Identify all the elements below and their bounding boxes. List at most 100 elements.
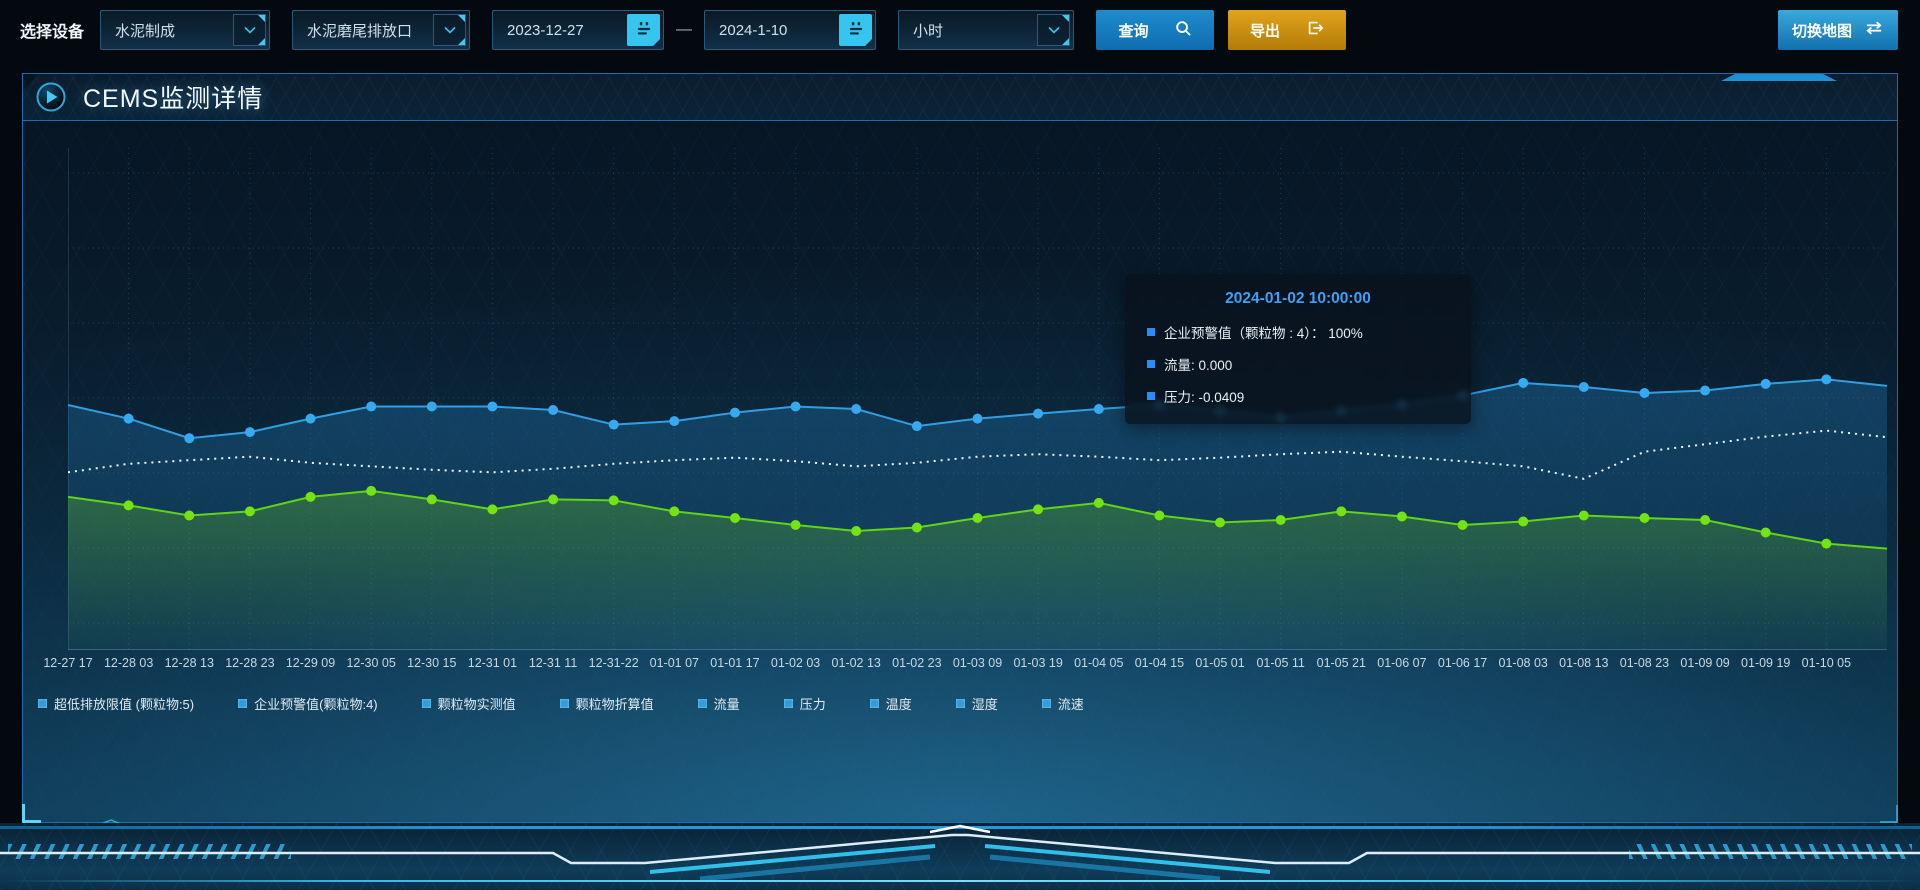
series-point[interactable] xyxy=(1639,388,1650,398)
legend-item[interactable]: 湿度 xyxy=(955,694,998,713)
series-point[interactable] xyxy=(730,513,740,523)
series-point[interactable] xyxy=(426,494,437,505)
legend-item-label: 压力 xyxy=(799,697,826,712)
x-axis-tick-label: 12-31 11 xyxy=(528,656,578,670)
tooltip-row: 压力: -0.0409 xyxy=(1147,386,1449,406)
series-point[interactable] xyxy=(244,427,255,438)
monitor-point-select[interactable]: 水泥磨尾排放口 xyxy=(292,10,471,50)
series-point[interactable] xyxy=(1578,382,1589,392)
series-point[interactable] xyxy=(1760,378,1771,389)
series-point[interactable] xyxy=(123,500,134,511)
series-point[interactable] xyxy=(851,404,862,414)
legend-item[interactable]: 压力 xyxy=(783,694,826,713)
series-point[interactable] xyxy=(1518,516,1529,527)
search-icon xyxy=(1175,20,1192,41)
series-point[interactable] xyxy=(426,401,437,412)
export-button[interactable]: 导出 xyxy=(1228,10,1347,50)
series-point[interactable] xyxy=(487,504,498,515)
series-point[interactable] xyxy=(1821,538,1832,549)
legend-item[interactable]: 企业预警值(颗粒物:4) xyxy=(238,694,378,713)
series-point[interactable] xyxy=(790,401,801,412)
device-type-select[interactable]: 水泥制成 xyxy=(100,10,271,50)
tooltip-rows: 企业预警值（颗粒物 : 4）： 100% 流量: 0.000 压力: -0.0409 xyxy=(1147,322,1449,406)
series-point[interactable] xyxy=(548,405,559,415)
chart-tooltip: 2024-01-02 10:00:00 企业预警值（颗粒物 : 4）： 100%… xyxy=(1125,274,1471,424)
series-point[interactable] xyxy=(1457,520,1468,530)
series-point[interactable] xyxy=(1093,404,1104,414)
legend-item[interactable]: 温度 xyxy=(869,694,912,713)
series-point[interactable] xyxy=(244,506,255,517)
series-point[interactable] xyxy=(608,495,619,506)
x-axis-tick-label: 12-30 05 xyxy=(346,656,396,670)
switch-map-button[interactable]: 切换地图 xyxy=(1778,10,1898,50)
legend-item[interactable]: 流量 xyxy=(697,694,740,713)
tooltip-row-text: 流量: 0.000 xyxy=(1164,358,1233,373)
x-axis-tick-label: 01-05 11 xyxy=(1256,656,1305,670)
series-point[interactable] xyxy=(305,491,316,502)
series-point[interactable] xyxy=(548,494,559,505)
series-point[interactable] xyxy=(1336,506,1347,517)
series-point[interactable] xyxy=(851,526,862,536)
calendar-icon[interactable] xyxy=(627,14,661,46)
query-button[interactable]: 查询 xyxy=(1096,10,1215,50)
x-axis-tick-label: 01-03 19 xyxy=(1013,656,1063,670)
cems-line-chart[interactable] xyxy=(68,148,1887,650)
x-axis-tick-label: 01-02 03 xyxy=(770,656,821,670)
series-point[interactable] xyxy=(1578,510,1589,521)
series-point[interactable] xyxy=(1215,517,1225,528)
interval-select[interactable]: 小时 xyxy=(898,10,1075,50)
end-date-input[interactable]: 2024-1-10 xyxy=(704,10,877,50)
series-point[interactable] xyxy=(911,522,922,533)
x-axis-tick-label: 01-05 01 xyxy=(1195,656,1245,670)
series-point[interactable] xyxy=(730,407,740,418)
series-point[interactable] xyxy=(1760,527,1771,538)
series-point[interactable] xyxy=(1093,497,1104,508)
legend-marker-icon xyxy=(1041,699,1051,708)
x-axis-tick-label: 12-28 13 xyxy=(164,656,214,670)
cems-detail-panel: CEMS监测详情 12-27 17 12-28 03 12-28 13 12-28 2… xyxy=(22,73,1898,833)
export-icon xyxy=(1306,19,1324,41)
series-point[interactable] xyxy=(608,419,619,430)
series-point[interactable] xyxy=(911,421,922,432)
series-point[interactable] xyxy=(1639,513,1650,523)
x-axis-tick-label: 01-06 17 xyxy=(1437,656,1488,670)
calendar-icon[interactable] xyxy=(839,14,873,46)
series-point[interactable] xyxy=(972,513,983,523)
legend-item[interactable]: 流速 xyxy=(1041,694,1084,713)
tooltip-series-marker-icon xyxy=(1147,360,1155,368)
footer-top-line xyxy=(0,826,1920,829)
series-point[interactable] xyxy=(1518,377,1529,388)
legend-item-label: 流速 xyxy=(1057,697,1084,712)
legend-item[interactable]: 颗粒物实测值 xyxy=(421,694,516,713)
series-point[interactable] xyxy=(1275,515,1286,525)
series-point[interactable] xyxy=(972,413,983,424)
series-point[interactable] xyxy=(1154,510,1165,521)
start-date-input[interactable]: 2023-12-27 xyxy=(492,10,665,50)
series-point[interactable] xyxy=(1396,511,1407,522)
legend-item-label: 温度 xyxy=(885,697,912,712)
device-type-value: 水泥制成 xyxy=(115,22,176,40)
series-point[interactable] xyxy=(184,510,195,521)
series-point[interactable] xyxy=(790,520,801,530)
series-point[interactable] xyxy=(669,416,680,427)
series-point[interactable] xyxy=(366,485,377,496)
x-axis-tick-label: 01-05 21 xyxy=(1316,656,1366,670)
legend-item[interactable]: 颗粒物折算值 xyxy=(559,694,654,713)
series-point[interactable] xyxy=(1033,504,1044,515)
series-point[interactable] xyxy=(366,401,377,412)
series-point[interactable] xyxy=(184,433,195,444)
series-point[interactable] xyxy=(1700,385,1711,396)
series-point[interactable] xyxy=(487,401,498,412)
series-point[interactable] xyxy=(1821,374,1832,385)
x-axis-tick-label: 12-28 03 xyxy=(103,656,154,670)
x-axis-tick-label: 01-04 15 xyxy=(1134,656,1185,670)
x-axis-tick-label: 01-08 03 xyxy=(1498,656,1548,670)
series-point[interactable] xyxy=(1033,408,1044,419)
series-point[interactable] xyxy=(123,413,134,424)
legend-item[interactable]: 超低排放限值 (颗粒物:5) xyxy=(38,694,194,713)
series-point[interactable] xyxy=(1700,515,1711,525)
footer-chevron-lines xyxy=(0,824,1920,882)
series-point[interactable] xyxy=(305,413,316,424)
series-point[interactable] xyxy=(669,506,680,517)
x-axis-tick-label: 01-08 13 xyxy=(1559,656,1609,670)
